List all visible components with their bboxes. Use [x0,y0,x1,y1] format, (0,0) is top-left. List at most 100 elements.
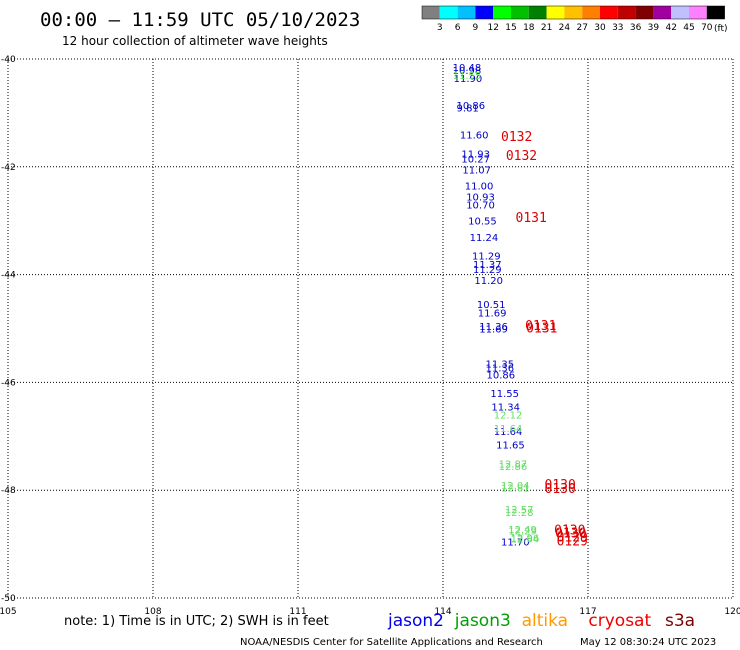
jason2-data-label: 11.69 [478,308,507,319]
colorbar-unit: (ft) [714,24,728,34]
jason2-data-label: 11.20 [474,276,503,287]
jason2-data-label: 10.98 [453,66,482,77]
colorbar-swatch [475,6,494,19]
legend-altika: altika [522,611,569,631]
colorbar-label: 42 [665,23,676,33]
jason3-data-label: 12.81 [501,484,530,495]
legend-jason3: jason3 [454,611,511,631]
jason2-data-label: 11.90 [454,74,483,85]
axis-ticks: 105 108 111 114 117 120 -40 -42 -44 -46 -48 -50 [0,55,740,617]
x-tick-label: 120 [724,607,740,617]
colorbar-swatch [600,6,618,19]
colorbar-label: 27 [576,23,587,33]
x-tick-label: 117 [579,607,596,617]
jason2-data-label: 11.55 [490,389,519,400]
jason2-data-label: 11.60 [460,130,489,141]
y-tick-label: -50 [1,594,16,604]
cryosat-data-label: 0129 [557,531,588,546]
cryosat-data-label: 0130 [555,526,586,541]
colorbar-label: 18 [523,23,535,33]
colorbar-swatch [528,6,547,19]
colorbar-swatch [653,6,672,19]
colorbar-swatch [617,6,636,19]
colorbar-label: 45 [683,23,694,33]
colorbar-label: 9 [473,23,479,33]
colorbar-swatch [582,6,600,19]
jason2-data-label: 10.55 [468,217,497,228]
colorbar-frame [421,5,725,20]
jason3-data-label: 12.87 [499,459,528,470]
colorbar-label: 3 [437,23,443,33]
jason2-data-label: 9.81 [457,104,479,115]
jason2-data-label: 11.64 [494,427,523,438]
legend-s3a: s3a [665,611,695,631]
jason2-data-label: 11.00 [465,182,494,193]
cryosat-data-label: 0130 [545,478,576,493]
cryosat-data-label: 0131 [526,322,557,337]
jason3-data-label: 12.64 [511,535,540,546]
jason2-data-label: 10.48 [453,63,482,74]
chart-title: 00:00 – 11:59 UTC 05/10/2023 [40,9,360,31]
jason3-data-label: 12.29 [508,527,537,538]
jason2-data-label: 11.24 [470,233,499,244]
jason2-data-label: 11.36 [486,363,515,374]
colorbar-swatch [457,6,476,19]
colorbar-swatch [493,6,511,19]
colorbar-label: 70 [701,23,713,33]
colorbar-swatch [439,6,458,19]
y-tick-label: -48 [1,486,16,496]
jason2-data-label: 10.86 [457,101,486,112]
jason2-data-label: 11.70 [501,537,530,548]
y-tick-label: -44 [1,271,16,281]
jason2-data-label: 11.07 [462,165,491,176]
colorbar-label: 15 [505,23,516,33]
jason3-data-label: 12.28 [505,508,534,519]
colorbar-swatch [511,6,529,19]
jason2-data-label: 11.93 [461,149,490,160]
jason3-data-label: 12.49 [508,525,537,536]
legend-cryosat: cryosat [588,611,651,631]
colorbar-swatch [671,6,689,19]
jason2-data-label: 11.65 [496,440,525,451]
colorbar-swatch [706,6,725,19]
x-tick-label: 111 [289,607,306,617]
y-tick-label: -40 [1,55,16,65]
cryosat-data-label: 0132 [506,149,537,164]
chart-subtitle: 12 hour collection of altimeter wave hei… [62,34,328,48]
footer-generated: May 12 08:30:24 UTC 2023 [580,637,716,648]
jason2-data-label: 10.27 [461,155,490,166]
jason2-data-label: 11.69 [479,325,508,336]
x-tick-label: 105 [0,607,17,617]
colorbar-swatch [422,6,440,19]
colorbar-label: 6 [455,23,461,33]
cryosat-data-label: 0129 [557,534,588,549]
jason3-data-label: 11.64 [494,424,523,435]
jason2-data-label: 10.86 [487,370,516,381]
jason3-data-label: 11.55 [453,71,482,82]
jason2-data-label: 11.37 [473,260,502,271]
jason3-data-label: 12.96 [511,534,540,545]
colorbar-label: 39 [648,23,660,33]
jason2-data-label: 11.35 [486,360,515,371]
x-tick-label: 108 [144,607,161,617]
y-tick-label: -46 [1,378,16,388]
colorbar-label: 12 [487,23,498,33]
colorbar-label: 24 [559,23,571,33]
footer-note: note: 1) Time is in UTC; 2) SWH is in fe… [64,614,329,629]
data-labels: 10.4810.9811.9010.869.8111.6011.9310.271… [453,63,588,549]
colorbar: 3 6 9 12 15 18 21 24 27 30 33 36 39 42 45 70 [421,5,725,33]
cryosat-data-label: 0131 [516,211,547,226]
colorbar-swatch [546,6,565,19]
colorbar-label: 30 [594,23,606,33]
y-tick-label: -42 [1,163,16,173]
cryosat-data-label: 0130 [554,524,585,539]
x-tick-label: 114 [434,607,451,617]
jason3-data-label: 12.04 [501,481,530,492]
plot-grid [7,58,734,599]
legend: jason2 jason3 altika cryosat s3a [387,611,695,631]
jason2-data-label: 10.70 [466,201,495,212]
jason2-data-label: 10.51 [477,300,506,311]
jason2-data-label: 10.93 [466,192,495,203]
jason2-data-label: 11.29 [473,265,502,276]
